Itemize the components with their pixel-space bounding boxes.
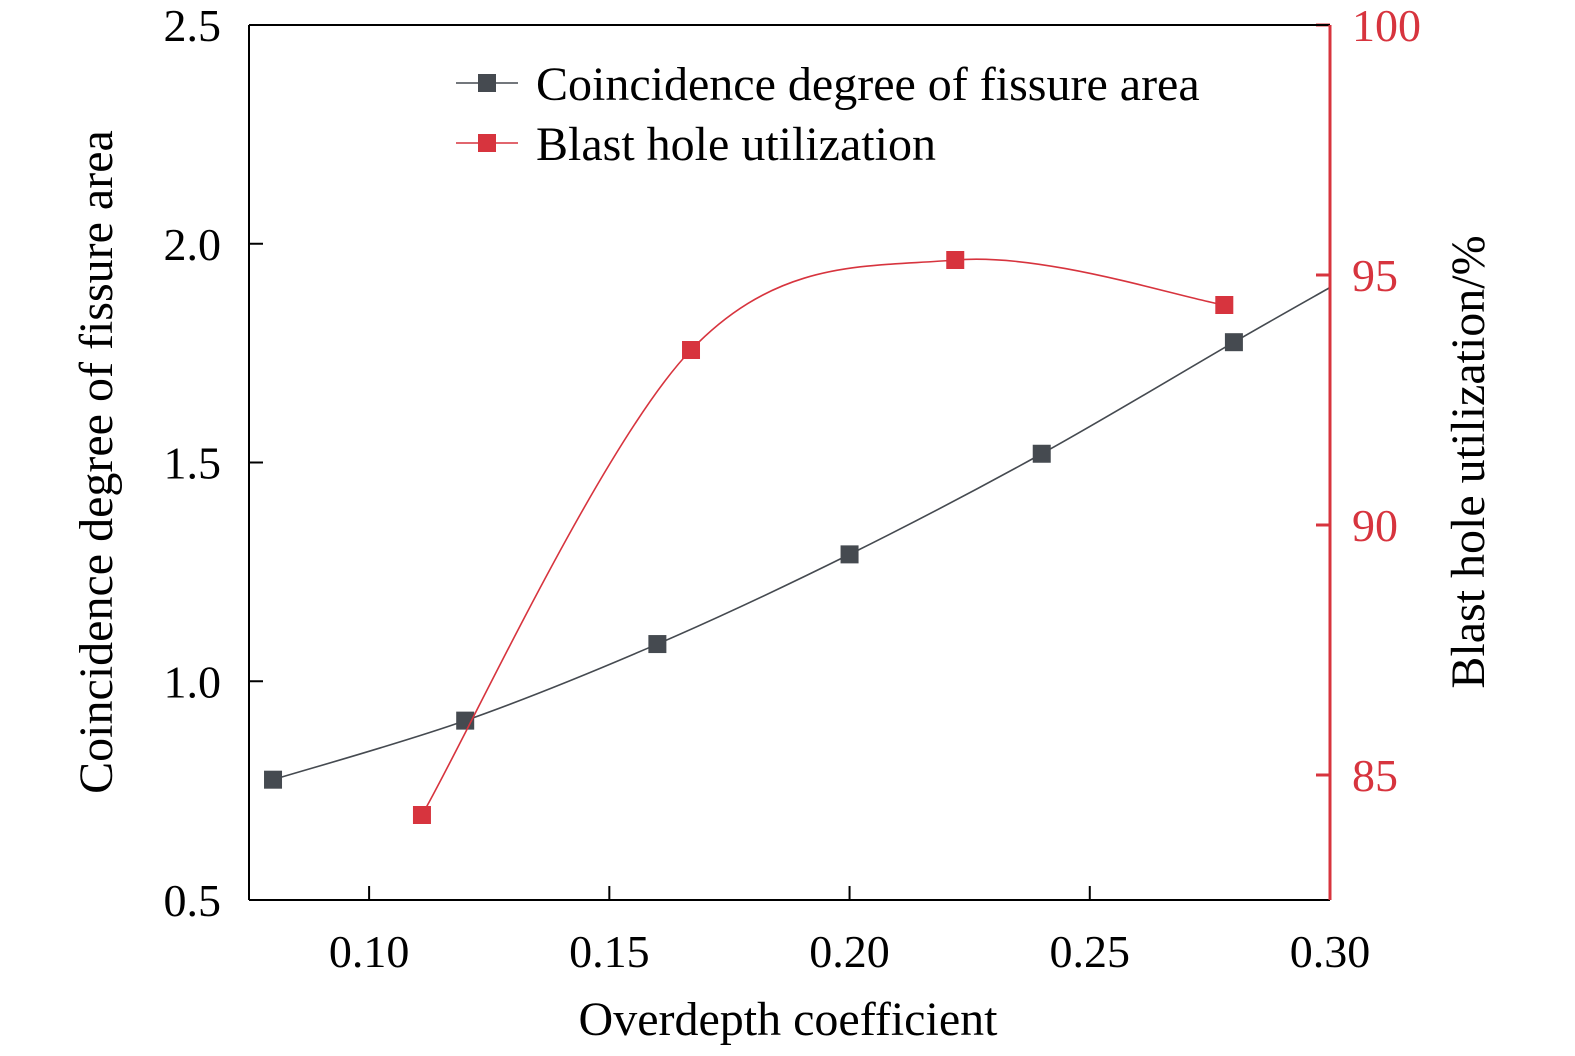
series-0-point — [1224, 333, 1243, 352]
x-tick-label: 0.10 — [329, 926, 410, 977]
x-tick-label: 0.20 — [809, 926, 890, 977]
y-right-tick-label: 100 — [1352, 0, 1421, 51]
x-axis-ticks: 0.10 0.15 0.20 0.25 0.30 — [329, 886, 1370, 977]
x-axis-title: Overdepth coefficient — [579, 993, 999, 1046]
y-left-tick-label: 1.0 — [164, 656, 222, 707]
series-layer — [264, 251, 1331, 824]
y-left-axis-ticks: 0.5 1.0 1.5 2.0 2.5 — [164, 0, 263, 926]
series-0-point — [264, 770, 283, 789]
series-0-point — [1032, 444, 1051, 463]
series-line-1 — [421, 258, 1225, 816]
x-tick-label: 0.25 — [1050, 926, 1131, 977]
legend: Coincidence degree of fissure area Blast… — [456, 58, 1200, 171]
y-left-tick-label: 1.5 — [164, 438, 222, 489]
y-right-axis-title: Blast hole utilization/% — [1442, 235, 1495, 688]
y-right-tick-label: 90 — [1352, 500, 1398, 551]
y-right-axis-ticks: 85 90 95 100 — [1316, 0, 1421, 801]
series-1-point — [682, 341, 701, 359]
legend-label-utilization: Blast hole utilization — [536, 118, 936, 171]
series-0-point — [840, 545, 859, 564]
y-left-tick-label: 0.5 — [164, 875, 222, 926]
legend-label-fissure: Coincidence degree of fissure area — [536, 58, 1200, 111]
legend-marker-utilization — [478, 134, 496, 152]
series-1-point — [946, 251, 965, 269]
y-left-tick-label: 2.5 — [164, 0, 222, 51]
series-line-0 — [272, 286, 1331, 781]
series-0-point — [648, 635, 667, 654]
y-right-tick-label: 85 — [1352, 750, 1398, 801]
x-tick-label: 0.30 — [1290, 926, 1371, 977]
series-1-point — [1215, 296, 1234, 314]
series-1-point — [412, 806, 431, 824]
y-left-tick-label: 2.0 — [164, 219, 222, 270]
x-tick-label: 0.15 — [569, 926, 650, 977]
legend-marker-fissure — [478, 74, 496, 92]
y-left-axis-title: Coincidence degree of fissure area — [70, 130, 123, 794]
y-right-tick-label: 95 — [1352, 250, 1398, 301]
